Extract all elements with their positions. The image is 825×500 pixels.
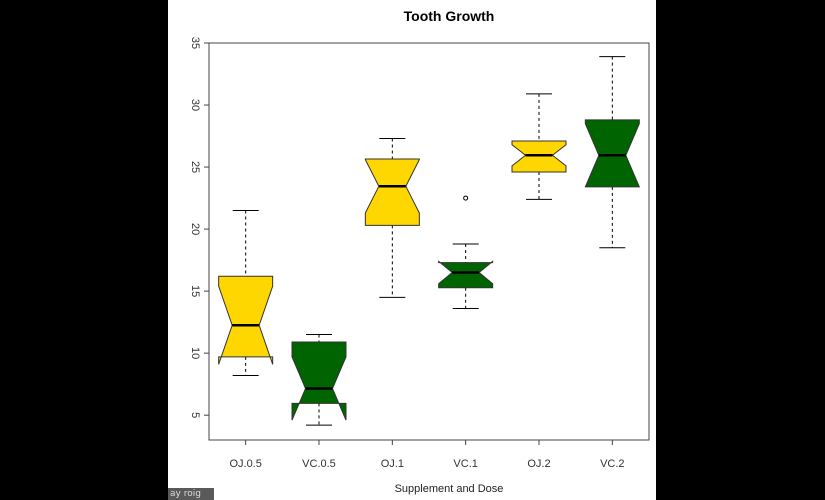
y-tick-label: 30 bbox=[189, 99, 201, 111]
x-tick-label: VC.1 bbox=[453, 458, 477, 470]
x-axis-label: Supplement and Dose bbox=[395, 483, 504, 495]
box-body bbox=[218, 275, 274, 365]
y-tick-label: 20 bbox=[189, 223, 201, 235]
y-tick-label: 35 bbox=[189, 37, 201, 49]
tooth-growth-boxplot: Tooth Growth 5 10 15 20 25 30 35 OJ.0.5 VC.0.5 OJ.… bbox=[189, 8, 650, 495]
outlier-point bbox=[463, 195, 469, 201]
x-tick-label: OJ.1 bbox=[381, 458, 404, 470]
y-tick-label: 15 bbox=[189, 285, 201, 297]
y-tick-label: 25 bbox=[189, 161, 201, 173]
x-tick-label: VC.2 bbox=[600, 458, 624, 470]
box-body bbox=[438, 260, 494, 289]
y-tick-label: 5 bbox=[189, 412, 201, 418]
plot-frame bbox=[208, 42, 650, 441]
box-body bbox=[364, 158, 420, 226]
watermark: ay roig bbox=[168, 488, 214, 500]
plot-panel: Tooth Growth 5 10 15 20 25 30 35 OJ.0.5 VC.0.5 OJ.… bbox=[168, 0, 656, 500]
y-tick-label: 10 bbox=[189, 347, 201, 359]
chart-title: Tooth Growth bbox=[404, 8, 495, 24]
box-body bbox=[584, 119, 641, 188]
box-body bbox=[291, 341, 347, 421]
x-tick-label: OJ.0.5 bbox=[229, 458, 261, 470]
x-tick-label: OJ.2 bbox=[527, 458, 550, 470]
x-tick-label: VC.0.5 bbox=[302, 458, 336, 470]
